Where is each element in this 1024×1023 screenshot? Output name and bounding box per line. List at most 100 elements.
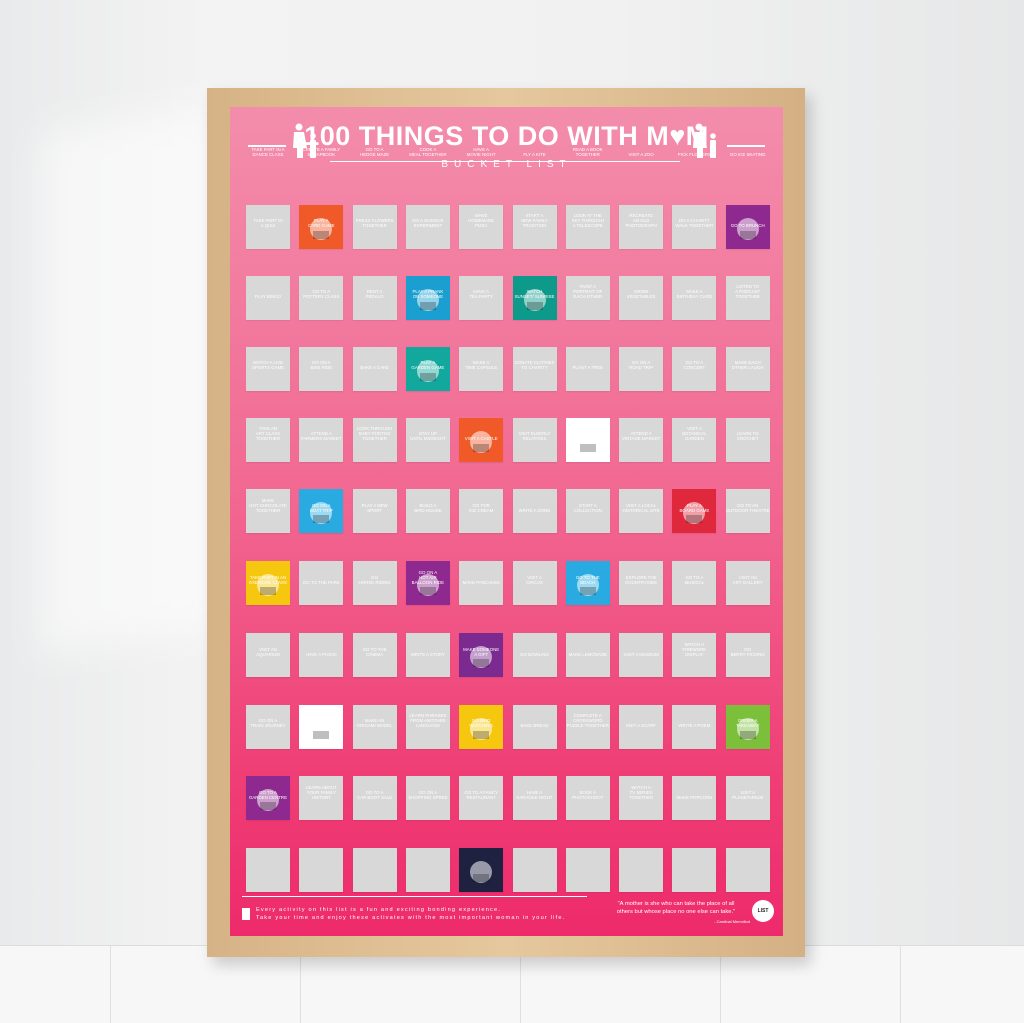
activity-label: PLAY A NEW SPORT bbox=[361, 503, 388, 513]
scratch-off-square[interactable] bbox=[565, 633, 610, 677]
scratch-off-square[interactable] bbox=[405, 205, 450, 249]
scratch-off-square[interactable] bbox=[405, 848, 450, 892]
scratch-off-square[interactable] bbox=[352, 561, 397, 605]
scratch-off-square[interactable] bbox=[512, 418, 557, 462]
scratch-off-square[interactable] bbox=[512, 705, 557, 749]
scratch-off-square[interactable] bbox=[352, 633, 397, 677]
activity-label: VISIT A CASTLE bbox=[464, 436, 498, 441]
scratch-off-square[interactable] bbox=[619, 705, 664, 749]
scratch-off-square[interactable] bbox=[672, 418, 717, 462]
activity-label: GO HORSE RIDING bbox=[358, 575, 391, 585]
scratch-off-square[interactable] bbox=[725, 347, 770, 391]
activity-label: RENT A PEDALO bbox=[365, 289, 384, 299]
picnic-basket-icon bbox=[299, 705, 344, 749]
scratch-off-square[interactable] bbox=[565, 776, 610, 820]
scratch-off-square[interactable] bbox=[352, 347, 397, 391]
activity-label: BOOK A PHOTOSHOOT bbox=[572, 790, 604, 800]
scratch-off-square[interactable] bbox=[512, 205, 557, 249]
scratch-off-square[interactable] bbox=[725, 276, 770, 320]
scratch-off-square[interactable] bbox=[619, 276, 664, 320]
scratch-off-square[interactable] bbox=[352, 489, 397, 533]
activity-label: ATTEND A FARMERS MARKET bbox=[300, 431, 342, 441]
scratch-off-square[interactable] bbox=[725, 776, 770, 820]
scratch-off-square[interactable] bbox=[459, 276, 504, 320]
scratch-off-square[interactable] bbox=[299, 776, 344, 820]
scratch-off-square[interactable] bbox=[619, 347, 664, 391]
scratch-off-square[interactable] bbox=[565, 205, 610, 249]
activity-label: MAKE POPCORN bbox=[676, 795, 713, 800]
time-capsule-icon bbox=[459, 418, 504, 462]
scratch-off-square[interactable] bbox=[672, 347, 717, 391]
activity-label: GO BERRY PICKING bbox=[730, 647, 765, 657]
scratch-off-square[interactable] bbox=[619, 418, 664, 462]
scratch-off-square[interactable] bbox=[246, 705, 290, 749]
scratch-off-square[interactable] bbox=[352, 276, 397, 320]
scratch-off-square[interactable] bbox=[246, 205, 290, 249]
scratch-off-square[interactable] bbox=[565, 276, 610, 320]
scratch-off-square[interactable] bbox=[565, 347, 610, 391]
scratch-off-square[interactable] bbox=[619, 489, 664, 533]
scratch-off-square[interactable] bbox=[512, 561, 557, 605]
scratch-off-square[interactable] bbox=[299, 561, 344, 605]
scratch-off-square[interactable] bbox=[459, 205, 504, 249]
scratch-off-square[interactable] bbox=[512, 347, 557, 391]
scratch-off-square[interactable] bbox=[459, 561, 504, 605]
gift-icon bbox=[459, 705, 504, 749]
scratch-off-square[interactable] bbox=[352, 205, 397, 249]
activity-label: HAVE A TEA PARTY bbox=[469, 289, 494, 299]
scratch-off-square[interactable] bbox=[405, 489, 450, 533]
scratch-off-square[interactable] bbox=[405, 633, 450, 677]
scratch-off-square[interactable] bbox=[405, 705, 450, 749]
activity-label: MAKE PANCAKES bbox=[462, 580, 500, 585]
scratch-off-square[interactable] bbox=[299, 848, 344, 892]
scratch-off-square[interactable] bbox=[459, 347, 504, 391]
scratch-off-square[interactable] bbox=[299, 276, 344, 320]
activity-label: MAKE EACH OTHER LAUGH bbox=[731, 360, 764, 370]
scratch-off-square[interactable] bbox=[512, 848, 557, 892]
scratch-off-square[interactable] bbox=[725, 633, 770, 677]
scratch-off-square[interactable] bbox=[405, 776, 450, 820]
scratch-off-square[interactable] bbox=[459, 776, 504, 820]
scratch-off-square[interactable] bbox=[619, 205, 664, 249]
scratch-off-square[interactable] bbox=[672, 561, 717, 605]
scratch-off-square[interactable] bbox=[672, 776, 717, 820]
scratch-off-square[interactable] bbox=[352, 848, 397, 892]
scratch-off-square[interactable] bbox=[619, 776, 664, 820]
scratch-off-square[interactable] bbox=[619, 633, 664, 677]
scratch-off-square[interactable] bbox=[672, 276, 717, 320]
scratch-off-square[interactable] bbox=[299, 418, 344, 462]
scratch-off-square[interactable] bbox=[246, 418, 290, 462]
scratch-off-square[interactable] bbox=[352, 776, 397, 820]
scratch-off-square[interactable] bbox=[619, 561, 664, 605]
scratch-off-square[interactable] bbox=[565, 489, 610, 533]
scratch-off-square[interactable] bbox=[672, 705, 717, 749]
activity-label: MAKE AN ORIGAMI MODEL bbox=[356, 718, 393, 728]
scratch-off-square[interactable] bbox=[246, 848, 290, 892]
scratch-off-square[interactable] bbox=[725, 418, 770, 462]
scratch-off-square[interactable] bbox=[619, 848, 664, 892]
scratch-off-square[interactable] bbox=[246, 347, 290, 391]
scratch-off-square[interactable] bbox=[672, 633, 717, 677]
hot-chocolate-icon bbox=[246, 561, 290, 605]
scratch-off-square[interactable] bbox=[299, 347, 344, 391]
scratch-off-square[interactable] bbox=[352, 418, 397, 462]
scratch-off-square[interactable] bbox=[459, 489, 504, 533]
scratch-off-square[interactable] bbox=[725, 489, 770, 533]
scratch-off-square[interactable] bbox=[246, 489, 290, 533]
scratch-off-square[interactable] bbox=[512, 633, 557, 677]
scratch-off-square[interactable] bbox=[672, 848, 717, 892]
scratch-off-square[interactable] bbox=[246, 633, 290, 677]
scratch-off-square[interactable] bbox=[512, 776, 557, 820]
scratch-off-square[interactable] bbox=[512, 489, 557, 533]
scratch-off-square[interactable] bbox=[725, 848, 770, 892]
activity-label: GO BIRD WATCHING bbox=[469, 718, 493, 728]
scratch-off-square[interactable] bbox=[725, 561, 770, 605]
scratch-off-square[interactable] bbox=[565, 848, 610, 892]
scratch-off-square[interactable] bbox=[672, 205, 717, 249]
activity-label: TAKE AN ART CLASS TOGETHER bbox=[255, 426, 281, 441]
scratch-off-square[interactable] bbox=[352, 705, 397, 749]
scratch-off-square[interactable] bbox=[405, 418, 450, 462]
scratch-off-square[interactable] bbox=[299, 633, 344, 677]
scratch-off-square[interactable] bbox=[565, 705, 610, 749]
scratch-off-square[interactable] bbox=[246, 276, 290, 320]
